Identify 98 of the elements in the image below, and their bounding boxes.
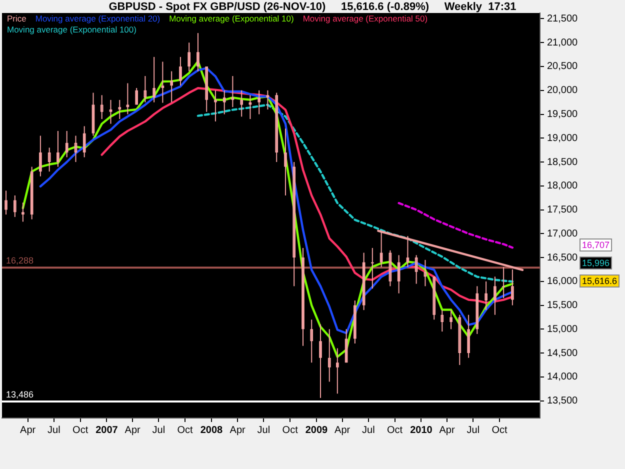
candlestick <box>458 314 462 366</box>
y-tick-label: 14,500 <box>547 348 578 359</box>
line-series <box>196 104 514 283</box>
chart-title: GBPUSD - Spot FX GBP/USD (26-NOV-10) 15,616.6 (-0.89%) Weekly 17:31 <box>108 1 516 14</box>
candlestick <box>494 276 496 316</box>
x-tick-label: Oct <box>72 424 88 436</box>
x-tick-label: Apr <box>230 424 246 436</box>
candlestick <box>48 147 51 172</box>
text: Moving average (Exponential 10) <box>169 14 294 24</box>
candlestick <box>328 328 331 382</box>
x-tick-label: Oct <box>177 424 194 436</box>
candlestick <box>406 236 410 268</box>
line-series <box>398 202 514 249</box>
y-tick-label: 21,000 <box>547 37 578 48</box>
candlestick <box>82 126 86 158</box>
candlestick <box>440 310 444 332</box>
candlestick <box>214 90 217 122</box>
candlestick <box>258 90 261 115</box>
candlestick <box>179 56 182 86</box>
candlestick <box>284 128 287 196</box>
candlestick <box>292 162 296 287</box>
candlestick <box>152 56 156 103</box>
candlestick <box>22 202 24 222</box>
x-tick-label: Oct <box>387 424 403 436</box>
x-tick-label: Apr <box>439 424 456 436</box>
candlestick <box>222 90 226 115</box>
text: Moving average (Exponential 100) <box>7 24 137 35</box>
x-tick-label: Apr <box>124 424 142 436</box>
text: Moving average (Exponential 50) <box>302 14 428 24</box>
y-tick-label: 18,500 <box>547 156 578 168</box>
y-tick-label: 13,500 <box>547 396 578 407</box>
y-tick-label: 17,500 <box>547 204 578 216</box>
text: 15,996 <box>582 258 610 268</box>
x-tick-label: Apr <box>334 424 351 436</box>
x-tick-label: 2007 <box>96 424 118 436</box>
x-tick-label: Jul <box>48 424 60 436</box>
candlestick <box>450 310 452 330</box>
candlestick <box>310 319 314 364</box>
candlestick <box>39 135 42 177</box>
y-tick-label: 20,500 <box>547 61 578 72</box>
candlestick <box>319 324 322 398</box>
x-tick-label: Jul <box>362 424 375 436</box>
y-tick-label: 18,000 <box>547 180 578 192</box>
y-tick-label: 19,500 <box>547 109 578 120</box>
candlestick <box>196 32 200 72</box>
ref-line-label: 16,288 <box>6 256 34 266</box>
y-tick-label: 15,000 <box>547 324 578 335</box>
candlestick <box>388 250 392 287</box>
candlestick <box>467 314 470 358</box>
y-tick-label: 20,000 <box>547 85 578 96</box>
candlestick <box>4 190 8 216</box>
x-tick-label: 2008 <box>200 424 224 436</box>
x-tick-label: Jul <box>466 424 480 436</box>
candlestick <box>414 254 418 284</box>
candlestick <box>484 280 488 311</box>
x-tick-label: Jul <box>152 424 166 436</box>
x-tick-label: 2009 <box>305 424 328 436</box>
candlestick <box>170 70 173 103</box>
candlestick <box>240 90 244 118</box>
y-tick-label: 16,000 <box>547 276 578 288</box>
candlestick <box>432 276 436 320</box>
candlestick <box>65 130 68 158</box>
candlestick <box>336 348 339 394</box>
candlestick <box>118 99 122 120</box>
text: 16,707 <box>582 240 610 250</box>
x-tick-label: Apr <box>20 424 36 436</box>
x-tick-label: Jul <box>257 424 270 436</box>
candlestick <box>161 61 164 104</box>
candlestick <box>371 247 374 290</box>
candlestick <box>188 42 191 72</box>
x-tick-label: Oct <box>492 424 508 436</box>
x-tick-label: 2010 <box>410 424 433 436</box>
candlestick <box>135 87 138 106</box>
candlestick <box>302 247 304 346</box>
y-tick-label: 21,500 <box>547 13 578 24</box>
candlestick <box>144 76 147 103</box>
y-tick-label: 14,000 <box>547 372 578 383</box>
candlestick <box>205 66 208 112</box>
candlestick <box>424 259 427 287</box>
candlestick <box>126 82 130 115</box>
candlestick <box>56 130 60 168</box>
text: Price <box>7 14 27 24</box>
candlestick <box>13 194 16 218</box>
x-tick-label: Oct <box>282 424 298 436</box>
text: Moving average (Exponential 20) <box>35 14 160 24</box>
candlestick <box>109 99 112 124</box>
y-tick-label: 16,500 <box>547 252 578 264</box>
candlestick <box>266 90 270 110</box>
text: 15,616.6 <box>582 276 618 286</box>
y-tick-label: 15,500 <box>547 300 578 312</box>
y-tick-label: 17,000 <box>547 228 578 240</box>
candlestick <box>397 254 400 294</box>
candlestick <box>231 76 234 108</box>
y-tick-label: 19,000 <box>547 132 578 144</box>
candlestick <box>275 92 278 163</box>
candlestick <box>74 135 78 163</box>
candlestick <box>100 94 104 120</box>
ref-line-label: 13,486 <box>6 389 34 400</box>
